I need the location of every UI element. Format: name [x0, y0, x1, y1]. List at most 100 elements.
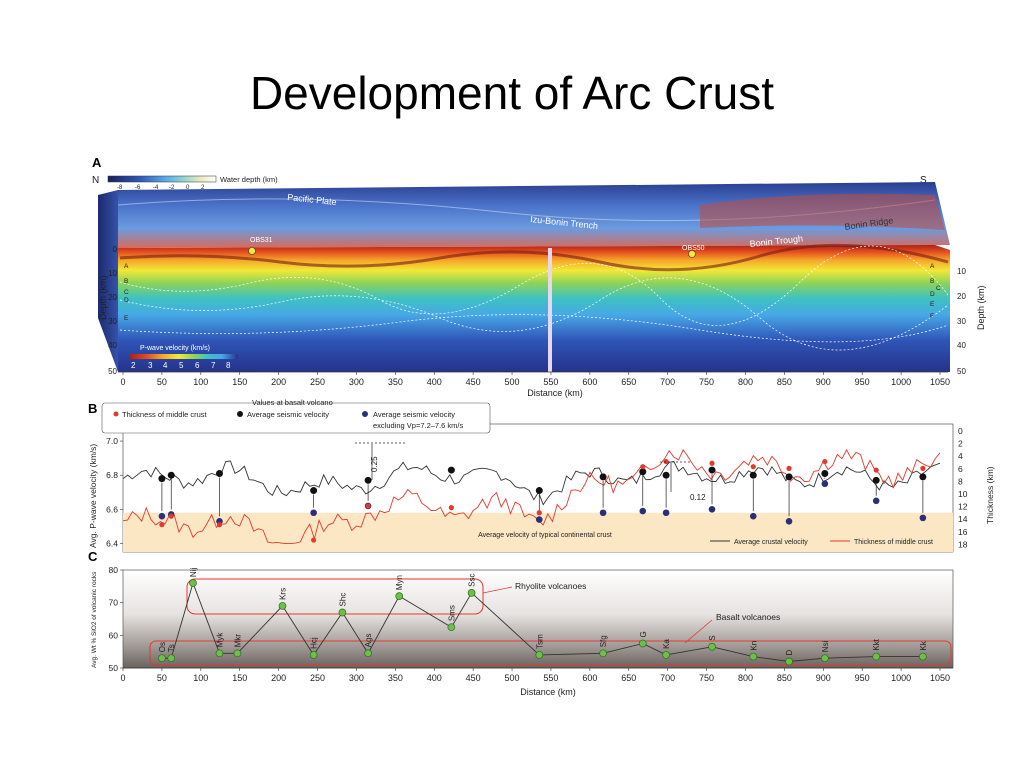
x-tick-label: 950 — [855, 377, 870, 387]
thickness-point — [822, 458, 828, 465]
layer-label-right: F — [930, 313, 934, 320]
x-tick-label: 1000 — [891, 377, 911, 387]
y-right-tick-label: 18 — [958, 539, 968, 549]
volcano-label: Kk — [919, 640, 928, 650]
avg-velocity-point — [447, 466, 455, 474]
avg-velocity-point — [364, 476, 372, 484]
bonin-ridge-relief — [700, 193, 945, 230]
volcano-label: G — [639, 631, 648, 637]
layer-label-left: B — [124, 278, 128, 285]
volcano-label: Kkt — [872, 638, 881, 650]
avg-velocity-excl-point — [785, 517, 793, 525]
volcano-point — [447, 623, 456, 632]
water-depth-label: Water depth (km) — [220, 175, 278, 184]
x-tick-label: 850 — [777, 377, 792, 387]
obs31-label: OBS31 — [250, 237, 273, 244]
panel-c-y-label: Avg. Wt % SiO2 of volcanic rocks — [91, 571, 98, 668]
north-label: N — [92, 175, 99, 186]
panel-b-legend — [101, 402, 491, 434]
y-tick-label: 70 — [109, 598, 119, 608]
avg-velocity-excl-point — [158, 512, 166, 520]
x-tick-label: 550 — [543, 377, 558, 387]
x-tick-label: 250 — [310, 673, 325, 683]
y-right-tick-label: 16 — [958, 527, 968, 537]
x-tick-label: 900 — [816, 673, 831, 683]
thickness-point — [873, 467, 879, 473]
x-tick-label: 250 — [310, 377, 325, 387]
x-tick-label: 1000 — [891, 673, 911, 683]
basalt-box — [149, 640, 952, 666]
volcano-point — [919, 652, 927, 661]
x-tick-label: 650 — [621, 673, 636, 683]
panel-b-letter: B — [88, 401, 97, 416]
legend-item: Thickness of middle crust — [122, 410, 208, 419]
legend-item: excluding Vp=7.2–7.6 km/s — [373, 421, 464, 430]
slide-title: Development of Arc Crust — [249, 67, 775, 119]
obs50-label: OBS50 — [682, 245, 705, 252]
depth-axis-label-left: Depth (km) — [98, 275, 108, 320]
volcano-point — [535, 651, 544, 659]
y-tick-label: 60 — [109, 630, 119, 640]
x-tick-label: 300 — [349, 673, 364, 683]
volcano-label: Ags — [364, 634, 373, 648]
water-depth-tick: 2 — [201, 185, 205, 191]
thickness-point — [159, 522, 165, 528]
thickness-point — [216, 522, 223, 528]
volcano-point — [167, 654, 176, 663]
volcano-point — [872, 652, 881, 661]
middle-crust-thickness-line — [122, 448, 941, 545]
y-tick-label: 6.6 — [106, 504, 118, 514]
x-tick-label: 100 — [193, 377, 208, 387]
annotation-012: 0.12 — [690, 493, 706, 502]
volcano-label: Shc — [338, 593, 347, 607]
layer-label-left: D — [124, 297, 129, 304]
x-tick-label: 650 — [621, 377, 636, 387]
water-depth-tick: -8 — [117, 185, 123, 191]
legend-marker-excl — [362, 411, 368, 417]
volcano-point — [278, 602, 287, 610]
avg-velocity-excl-point — [639, 507, 647, 515]
panel-b-y-left-label: Avg. P-wave velocity (km/s) — [88, 444, 98, 548]
volcano-point — [338, 608, 347, 617]
volcano-label: Hcj — [310, 637, 319, 649]
layer-label-right: E — [930, 301, 935, 308]
x-tick-label: 450 — [466, 377, 481, 387]
water-depth-colorbar — [107, 175, 217, 183]
y-right-tick-label: 6 — [958, 464, 963, 474]
velocity-section — [118, 245, 950, 372]
velocity-tick: 5 — [179, 361, 184, 370]
y-right-tick-label: 4 — [958, 451, 963, 461]
volcano-label: D — [785, 649, 794, 655]
x-tick-label: 50 — [157, 673, 167, 683]
layer-label-right: A — [930, 263, 935, 270]
thickness-point — [750, 464, 756, 470]
thickness-point — [448, 505, 454, 511]
x-tick-label: 300 — [349, 377, 364, 387]
y-tick-label: 6.4 — [106, 538, 118, 548]
layer-label-right: C — [936, 285, 941, 292]
avg-velocity-excl-point — [535, 516, 543, 523]
x-tick-label: 0 — [120, 673, 125, 683]
legend-header: Values at basalt volcano — [252, 398, 333, 407]
x-tick-label: 750 — [699, 377, 714, 387]
avg-velocity-point — [215, 469, 223, 477]
y-right-tick-label: 12 — [958, 502, 968, 512]
legend-marker-thickness — [113, 411, 119, 417]
avg-velocity-point — [662, 471, 670, 479]
line-legend: Average crustal velocity — [734, 539, 808, 546]
x-tick-label: 50 — [157, 377, 167, 387]
x-tick-label: 800 — [738, 673, 753, 683]
layer-label-left: C — [124, 289, 129, 296]
volcano-point — [662, 651, 670, 659]
volcano-point — [708, 642, 716, 651]
volcano-point — [395, 592, 404, 600]
volcano-label: Nsi — [821, 640, 830, 652]
avg-velocity-excl-point — [599, 509, 607, 517]
sio2-line — [161, 581, 923, 662]
rhyolite-box — [186, 578, 484, 615]
avg-velocity-point — [167, 471, 175, 479]
south-label: S — [920, 175, 927, 186]
basalt-label: Basalt volcanoes — [716, 612, 780, 622]
y-right-tick-label: 14 — [958, 514, 968, 524]
x-tick-label: 200 — [271, 673, 286, 683]
